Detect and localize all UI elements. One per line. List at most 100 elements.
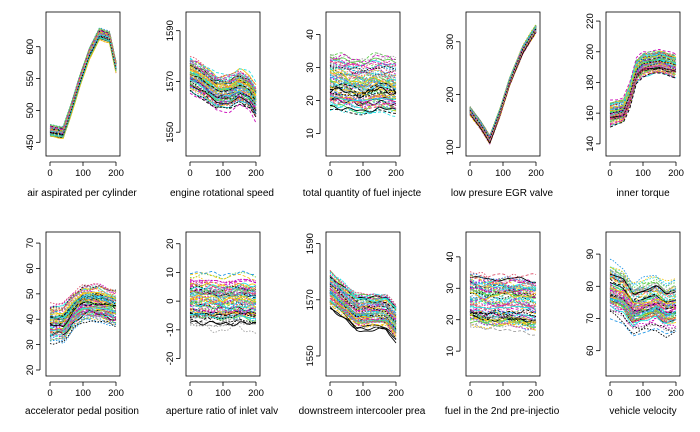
series-line xyxy=(469,279,537,291)
y-tick-label: 30 xyxy=(305,62,316,73)
series-line xyxy=(49,33,117,134)
series-line xyxy=(329,106,397,115)
series-line xyxy=(49,35,117,135)
series-line xyxy=(329,281,397,316)
y-tick-label: 500 xyxy=(25,103,36,119)
series-line xyxy=(469,277,537,293)
y-tick-label: 90 xyxy=(585,249,596,260)
series-line xyxy=(329,302,397,338)
series-line xyxy=(49,32,117,132)
series-line xyxy=(49,32,117,132)
series-line xyxy=(329,290,397,324)
series-line xyxy=(469,316,536,330)
series-line xyxy=(609,292,677,314)
x-tick-label: 100 xyxy=(635,388,651,399)
series-line xyxy=(49,34,117,134)
series-line xyxy=(189,92,257,124)
y-tick-label: 20 xyxy=(445,314,456,325)
plot-frame xyxy=(185,11,261,157)
series-line xyxy=(329,64,397,73)
series-line xyxy=(469,288,537,293)
series-line xyxy=(49,34,117,134)
series-line xyxy=(189,89,257,118)
series-line xyxy=(49,34,117,135)
series-line xyxy=(469,308,537,315)
series-group xyxy=(49,283,117,345)
series-line xyxy=(189,323,257,334)
y-tick-label: 10 xyxy=(445,346,456,357)
series-line xyxy=(609,302,677,324)
series-line xyxy=(329,78,397,94)
series-line xyxy=(49,32,117,132)
series-line xyxy=(49,283,117,305)
series-line xyxy=(49,35,117,136)
series-line xyxy=(609,54,677,109)
series-line xyxy=(329,95,397,102)
series-line xyxy=(49,34,117,134)
series-line xyxy=(329,61,397,68)
series-line xyxy=(189,270,257,277)
series-line xyxy=(329,76,397,84)
series-line xyxy=(189,74,257,106)
y-tick-label: 1590 xyxy=(305,233,316,254)
series-line xyxy=(189,298,257,311)
series-group xyxy=(189,56,257,124)
x-tick-label: 100 xyxy=(355,168,371,179)
series-line xyxy=(469,285,537,292)
y-tick-label: 1570 xyxy=(305,289,316,310)
x-tick-label: 100 xyxy=(495,168,511,179)
series-line xyxy=(609,71,677,126)
series-line xyxy=(469,308,537,315)
series-line xyxy=(329,293,397,325)
series-line xyxy=(469,25,537,139)
series-line xyxy=(49,311,117,335)
series-line xyxy=(329,103,397,113)
series-line xyxy=(50,35,117,136)
series-line xyxy=(189,285,257,292)
series-line xyxy=(329,62,397,70)
series-line xyxy=(330,94,397,108)
series-line xyxy=(329,282,397,316)
series-line xyxy=(329,271,397,311)
panel-6: 0 100 200 20 30 40 50 60 70 accelerator pedal pos… xyxy=(25,231,139,417)
series-line xyxy=(329,303,397,336)
series-line xyxy=(49,36,117,137)
series-line xyxy=(469,287,537,300)
series-line xyxy=(49,29,117,130)
series-line xyxy=(469,273,537,283)
series-line xyxy=(189,61,257,94)
x-tick-label: 0 xyxy=(47,388,52,399)
series-line xyxy=(469,312,537,318)
series-line xyxy=(50,306,117,331)
series-line xyxy=(609,283,677,306)
series-line xyxy=(609,270,677,294)
x-axis-label: aperture ratio of inlet valv xyxy=(166,406,278,417)
y-tick-label: 180 xyxy=(585,75,596,91)
series-line xyxy=(49,283,117,308)
series-line xyxy=(470,303,537,310)
series-line xyxy=(189,82,257,108)
series-line xyxy=(49,33,117,133)
series-line xyxy=(329,95,397,106)
series-line xyxy=(469,291,537,303)
series-line xyxy=(49,298,117,322)
series-line xyxy=(469,28,537,140)
y-tick-label: 70 xyxy=(25,238,36,249)
series-line xyxy=(609,71,677,126)
series-line xyxy=(189,303,257,315)
series-line xyxy=(49,31,117,131)
series-line xyxy=(189,60,257,91)
series-line xyxy=(49,35,117,136)
x-tick-label: 100 xyxy=(355,388,371,399)
series-line xyxy=(189,298,257,306)
x-tick-label: 0 xyxy=(327,168,332,179)
series-group xyxy=(609,49,677,128)
series-line xyxy=(49,33,117,134)
series-line xyxy=(189,309,257,314)
panel-9: 0 100 200 10 20 30 40 fuel in the 2nd pre-injec… xyxy=(445,231,560,417)
series-line xyxy=(189,71,257,99)
y-tick-label: 200 xyxy=(585,44,596,60)
series-line xyxy=(189,284,257,295)
series-line xyxy=(469,286,537,294)
y-tick-label: 40 xyxy=(445,252,456,263)
